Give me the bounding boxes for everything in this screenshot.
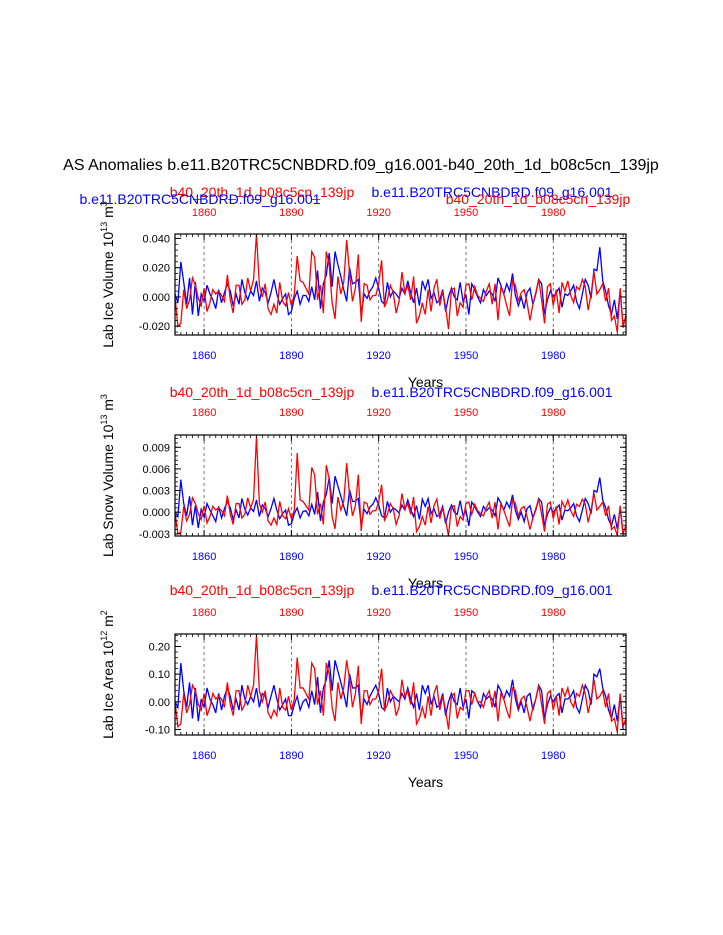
x-tick-label-top: 1860 (192, 207, 216, 219)
x-tick-label-top: 1980 (541, 207, 565, 219)
subtitle-blue-left: b.e11.B20TRC5CNBDRD.f09_g16.001 (80, 191, 321, 207)
series-line-red (175, 635, 626, 733)
x-tick-label-bottom: 1920 (366, 750, 390, 762)
x-tick-label-bottom: 1920 (366, 350, 390, 362)
y-axis-label-exp: 12 (99, 631, 109, 641)
y-tick-label: -0.10 (145, 724, 170, 736)
x-tick-label-top: 1950 (454, 207, 478, 219)
y-axis-label-base: Lab Snow Volume 10 (100, 424, 116, 557)
y-axis-label-unit: m (100, 615, 116, 631)
panel-3: -0.10 0.00 0.10 0.20 1860 1860 1890 1890 1920 192… (99, 582, 627, 790)
x-tick-label-top: 1860 (192, 607, 216, 619)
y-axis-label-exp: 13 (99, 222, 109, 232)
y-tick-label: 0.040 (142, 233, 170, 245)
subtitle-blue: b.e11.B20TRC5CNBDRD.f09_g16.001 (372, 582, 613, 598)
series-line-blue (175, 475, 624, 535)
plot-frame (174, 434, 627, 537)
figure-title: AS Anomalies b.e11.B20TRC5CNBDRD.f09_g16… (63, 157, 659, 174)
y-axis-label-unit: m (100, 206, 116, 222)
x-tick-label-top: 1890 (279, 607, 303, 619)
x-tick-label-top: 1950 (454, 607, 478, 619)
x-tick-label-bottom: 1890 (279, 551, 303, 563)
y-tick-label: -0.003 (139, 529, 170, 541)
series-line-red (175, 234, 626, 333)
y-axis-label-base: Lab Ice Volume 10 (100, 232, 116, 348)
series-line-red (175, 436, 626, 536)
y-axis-label-unit-exp: 3 (99, 201, 109, 206)
y-tick-label: 0.000 (142, 292, 170, 304)
y-tick-label: 0.020 (142, 263, 170, 275)
x-tick-label-bottom: 1950 (454, 551, 478, 563)
x-tick-label-top: 1920 (366, 407, 390, 419)
y-axis-label: Lab Snow Volume 1013 m3 (99, 394, 116, 557)
plot-frame (174, 633, 627, 736)
y-axis-label: Lab Ice Volume 1013 m3 (99, 201, 116, 348)
x-tick-label-bottom: 1860 (192, 350, 216, 362)
subtitle-red: b40_20th_1d_b08c5cn_139jp (170, 384, 355, 400)
x-tick-label-top: 1920 (366, 607, 390, 619)
y-tick-label: 0.20 (149, 641, 170, 653)
subtitle-red: b40_20th_1d_b08c5cn_139jp (170, 184, 355, 200)
y-tick-label: 0.00 (149, 697, 170, 709)
x-tick-label-top: 1950 (454, 407, 478, 419)
x-axis-label: Years (408, 374, 443, 390)
subtitle-blue: b.e11.B20TRC5CNBDRD.f09_g16.001 (372, 184, 613, 200)
x-tick-label-bottom: 1980 (541, 350, 565, 362)
x-tick-label-bottom: 1890 (279, 350, 303, 362)
x-tick-label-bottom: 1860 (192, 750, 216, 762)
y-tick-label: -0.020 (139, 321, 170, 333)
y-tick-label: 0.000 (142, 507, 170, 519)
x-tick-label-top: 1980 (541, 407, 565, 419)
panel-1: -0.020 0.000 0.020 0.040 1860 1860 1890 1890 192… (80, 184, 631, 390)
x-tick-label-bottom: 1890 (279, 750, 303, 762)
y-axis-label: Lab Ice Area 1012 m2 (99, 610, 116, 739)
y-tick-label: 0.009 (142, 442, 170, 454)
y-tick-label: 0.006 (142, 464, 170, 476)
x-tick-label-bottom: 1980 (541, 551, 565, 563)
y-axis-label-unit-exp: 3 (99, 394, 109, 399)
x-tick-label-bottom: 1950 (454, 750, 478, 762)
x-tick-label-top: 1920 (366, 207, 390, 219)
y-axis-label-unit: m (100, 399, 116, 415)
subtitle-blue: b.e11.B20TRC5CNBDRD.f09_g16.001 (372, 384, 613, 400)
x-tick-label-top: 1890 (279, 407, 303, 419)
subtitle-red: b40_20th_1d_b08c5cn_139jp (170, 582, 355, 598)
y-tick-label: 0.10 (149, 669, 170, 681)
y-axis-label-exp: 13 (99, 415, 109, 425)
y-axis-label-base: Lab Ice Area 10 (100, 641, 116, 739)
x-tick-label-bottom: 1950 (454, 350, 478, 362)
panel-2: -0.003 0.000 0.003 0.006 0.009 1860 1860 1890 18… (99, 384, 627, 591)
x-tick-label-bottom: 1860 (192, 551, 216, 563)
panels-group: -0.020 0.000 0.020 0.040 1860 1860 1890 1890 192… (80, 184, 631, 790)
x-tick-label-top: 1890 (279, 207, 303, 219)
series-line-blue (175, 660, 624, 730)
x-axis-label: Years (408, 575, 443, 591)
x-tick-label-top: 1860 (192, 407, 216, 419)
series-line-blue (175, 247, 624, 327)
y-tick-label: 0.003 (142, 486, 170, 498)
x-tick-label-bottom: 1920 (366, 551, 390, 563)
plot-frame (174, 233, 627, 336)
x-axis-label: Years (408, 774, 443, 790)
x-tick-label-top: 1980 (541, 607, 565, 619)
x-tick-label-bottom: 1980 (541, 750, 565, 762)
y-axis-label-unit-exp: 2 (99, 610, 109, 615)
subtitle-red-right: b40_20th_1d_b08c5cn_139jp (446, 191, 631, 207)
